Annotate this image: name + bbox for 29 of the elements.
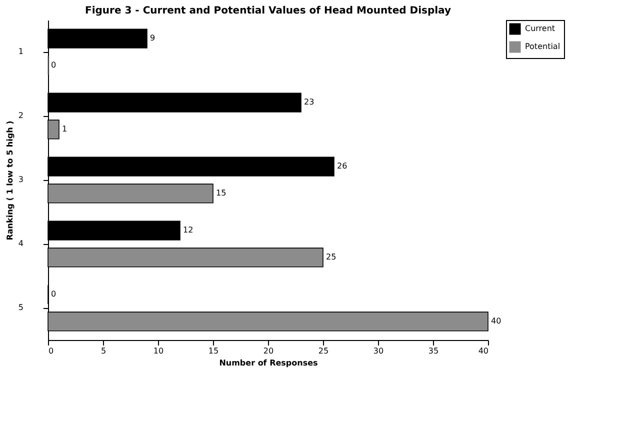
y-tick-label: 3 bbox=[18, 175, 24, 184]
legend-label: Current bbox=[525, 24, 556, 33]
y-tick-label: 2 bbox=[18, 111, 24, 120]
x-tick-label: 15 bbox=[208, 346, 219, 356]
data-label: 9 bbox=[150, 34, 156, 43]
data-label: 26 bbox=[337, 162, 348, 171]
y-tick-label: 4 bbox=[18, 239, 24, 248]
data-label: 0 bbox=[51, 60, 56, 70]
legend-label: Potential bbox=[525, 42, 560, 51]
x-tick-label: 5 bbox=[100, 346, 106, 356]
y-tick-label: 5 bbox=[18, 303, 24, 312]
data-label: 12 bbox=[183, 226, 194, 235]
data-label: 23 bbox=[304, 98, 314, 107]
x-axis-title: Number of Responses bbox=[219, 358, 318, 368]
x-tick-label: 35 bbox=[428, 346, 439, 356]
chart-title: Figure 3 - Current and Potential Values of Head Mounted Display bbox=[85, 6, 452, 16]
x-tick-label: 40 bbox=[478, 346, 488, 356]
x-tick-label: 25 bbox=[318, 346, 329, 356]
y-axis-title: Ranking ( 1 low to 5 high ) bbox=[5, 120, 14, 240]
data-label: 40 bbox=[491, 316, 502, 326]
y-tick-label: 1 bbox=[18, 47, 24, 56]
x-tick-label: 20 bbox=[263, 346, 274, 356]
data-label: 15 bbox=[216, 188, 226, 198]
data-label: 1 bbox=[62, 124, 68, 134]
x-tick-label: 30 bbox=[373, 346, 384, 356]
x-tick-label: 10 bbox=[153, 346, 164, 356]
data-label: 0 bbox=[51, 290, 56, 299]
data-label: 25 bbox=[326, 252, 336, 262]
x-tick-label: 0 bbox=[48, 346, 54, 356]
